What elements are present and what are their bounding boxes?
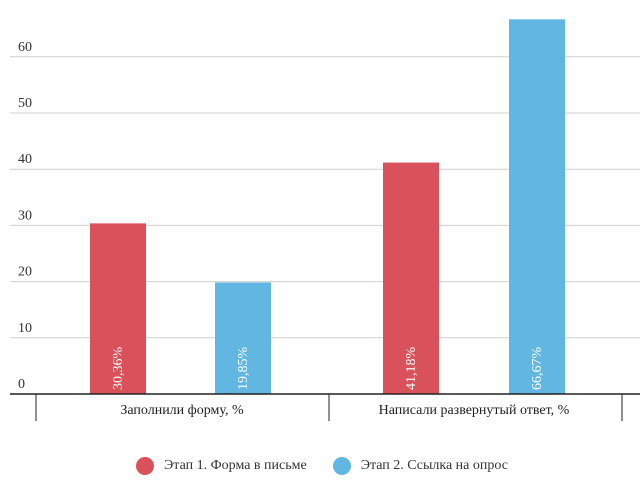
legend-label-stage2: Этап 2. Ссылка на опрос	[360, 458, 508, 473]
data-label-series2-cat1: 19,85%	[236, 347, 251, 391]
data-label-series1-cat2: 41,18%	[404, 347, 419, 391]
legend: Этап 1. Форма в письме Этап 2. Ссылка на…	[0, 454, 644, 478]
bar-series2-cat1	[215, 282, 271, 394]
legend-item-stage1: Этап 1. Форма в письме	[136, 457, 307, 475]
bar-series1-cat2	[383, 162, 439, 394]
legend-swatch-stage2	[332, 457, 351, 475]
category-label-2: Написали развернутый ответ, %	[379, 403, 570, 418]
bar-series1-cat1	[90, 223, 146, 394]
y-tick-label-60: 60	[18, 40, 32, 55]
x-axis: Заполнили форму, % Написали развернутый о…	[10, 393, 640, 421]
y-tick-label-10: 10	[18, 321, 32, 336]
data-label-series2-cat2: 66,67%	[530, 347, 545, 391]
y-tick-label-30: 30	[18, 208, 32, 223]
data-label-series1-cat1: 30,36%	[111, 347, 126, 391]
legend-item-stage2: Этап 2. Ссылка на опрос	[332, 457, 508, 475]
y-tick-label-50: 50	[18, 96, 32, 111]
category-label-1: Заполнили форму, %	[120, 403, 244, 418]
y-tick-label-20: 20	[18, 265, 32, 280]
bar-series2-cat2	[509, 19, 565, 394]
y-tick-label-40: 40	[18, 152, 32, 167]
y-tick-label-0: 0	[18, 377, 25, 392]
legend-swatch-stage1	[136, 457, 155, 475]
bars: 30,36% 19,85% 41,18% 66,67%	[90, 19, 565, 394]
legend-label-stage1: Этап 1. Форма в письме	[164, 458, 307, 473]
